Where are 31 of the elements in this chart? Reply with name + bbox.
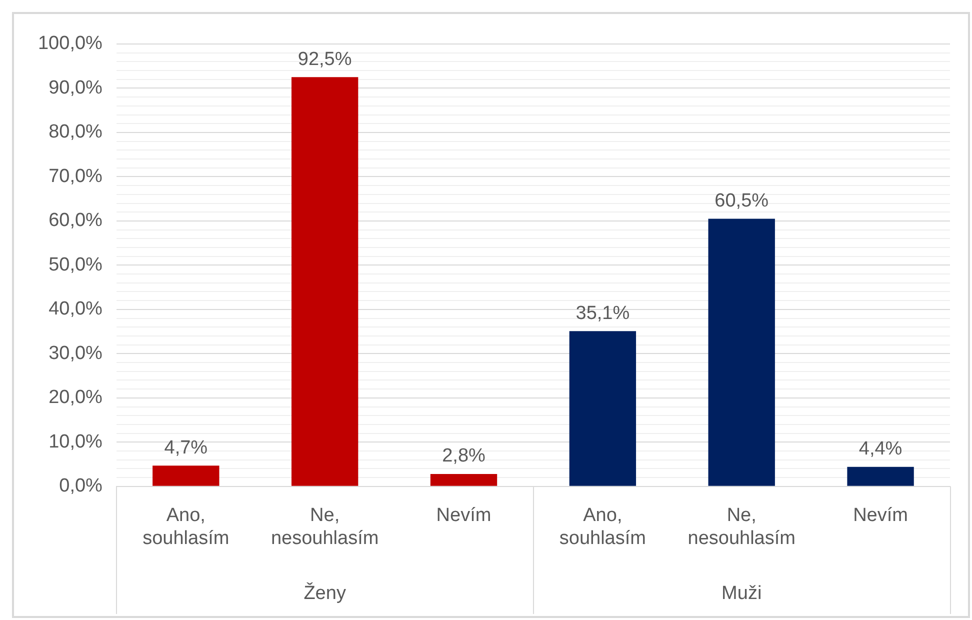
text: Muži (722, 583, 762, 604)
x-tick-label: Ne, nesouhlasím (270, 505, 379, 549)
y-tick-label: 70,0% (48, 166, 103, 187)
bar (430, 474, 498, 486)
y-tick-label: 80,0% (48, 122, 103, 143)
y-tick-label: 100,0% (38, 33, 103, 54)
y-tick-label: 20,0% (48, 387, 103, 408)
bar (708, 218, 775, 486)
x-tick-label: Ano, souhlasím (559, 505, 646, 549)
bar (291, 77, 358, 486)
y-tick-label: 90,0% (48, 77, 103, 98)
text: Ženy (304, 582, 346, 604)
y-tick-label: 50,0% (48, 254, 103, 276)
data-label: 92,5% (298, 48, 352, 70)
x-tick-label: Nevím (853, 505, 908, 526)
x-tick-label: Ano, souhlasím (142, 505, 230, 549)
data-label: 60,5% (714, 190, 769, 212)
y-tick-label: 0,0% (59, 476, 103, 497)
bar (152, 466, 220, 486)
y-tick-label: 40,0% (48, 298, 103, 320)
data-label: 2,8% (442, 446, 486, 467)
x-tick-label: Ne, nesouhlasím (688, 505, 796, 549)
data-label: 4,4% (858, 438, 902, 460)
data-label: 4,7% (164, 437, 208, 458)
bar (569, 331, 636, 486)
x-tick-label: Nevím (436, 505, 492, 526)
data-label: 35,1% (576, 302, 630, 324)
y-tick-label: 60,0% (48, 210, 103, 232)
bar (847, 466, 914, 486)
y-tick-label: 10,0% (48, 431, 103, 452)
y-tick-label: 30,0% (48, 342, 103, 364)
